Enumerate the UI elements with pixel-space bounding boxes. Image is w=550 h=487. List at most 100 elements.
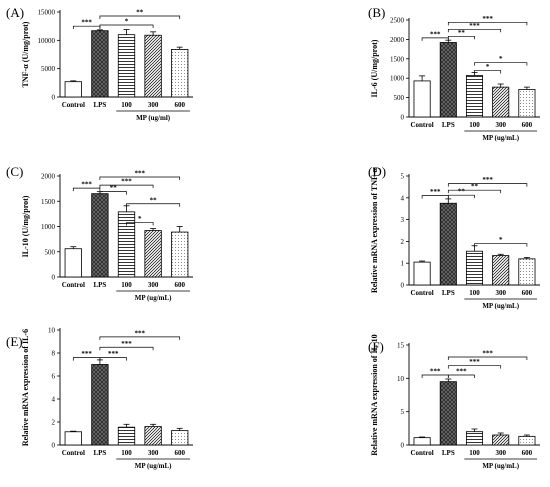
bar-4: [144, 34, 162, 98]
y-axis-label: IL-6 (U/mg/prot): [370, 39, 379, 97]
x-tick-label: 100: [469, 449, 480, 457]
bar-4: [492, 434, 510, 446]
group-label: MP (ug/ml): [136, 114, 171, 122]
bar-2: [439, 381, 457, 446]
group-label: MP (ug/mL): [135, 294, 172, 302]
y-axis-label: Relative mRNA expression of TNF-α: [370, 167, 379, 293]
y-tick-label: 500: [45, 248, 56, 256]
y-tick-label: 2000: [390, 36, 405, 44]
bar-4: [144, 230, 162, 278]
x-tick-label: 300: [148, 449, 159, 457]
y-tick-label: 6: [52, 373, 56, 381]
y-axis-label: IL-10 (U/mg/prot): [21, 195, 30, 257]
y-tick-label: 15000: [38, 9, 56, 17]
x-tick-label: Control: [62, 281, 85, 289]
x-tick-label: LPS: [442, 449, 455, 457]
y-tick-label: 15: [397, 342, 405, 350]
significance-bracket: [447, 365, 502, 369]
x-tick-label: 100: [469, 121, 480, 129]
x-tick-label: LPS: [442, 121, 455, 129]
significance-bracket: [72, 187, 101, 192]
bar-5: [518, 89, 536, 118]
y-tick-label: 0: [401, 442, 405, 450]
y-tick-label: 0: [52, 274, 56, 282]
significance-label: ***: [81, 350, 92, 358]
x-tick-label: 600: [522, 449, 533, 457]
y-tick-label: 5000: [41, 65, 56, 73]
x-tick-label: 100: [121, 281, 132, 289]
significance-label: ***: [81, 19, 92, 27]
significance-label: *: [138, 215, 142, 223]
y-tick-label: 1500: [41, 198, 56, 206]
significance-bracket: [99, 184, 154, 189]
significance-bracket: [99, 346, 154, 351]
bar-1: [64, 431, 82, 446]
x-tick-label: LPS: [93, 449, 106, 457]
x-tick-label: 600: [522, 289, 533, 297]
y-tick-label: 0: [52, 442, 56, 450]
y-tick-label: 1500: [390, 55, 405, 63]
x-tick-label: 300: [495, 121, 506, 129]
y-tick-label: 0: [401, 114, 405, 122]
y-tick-label: 1000: [390, 75, 405, 83]
x-tick-label: 600: [174, 449, 185, 457]
significance-bracket: [99, 24, 154, 29]
x-tick-label: 100: [469, 289, 480, 297]
y-axis-label: Relative mRNA expression of IL-10: [370, 334, 379, 455]
x-tick-label: 600: [522, 121, 533, 129]
x-tick-label: LPS: [442, 289, 455, 297]
y-tick-label: 4: [52, 396, 56, 404]
significance-label: **: [458, 29, 466, 37]
group-label: MP (ug/mL): [482, 302, 519, 310]
panel-label: (D): [368, 164, 386, 179]
y-tick-label: 2500: [390, 17, 405, 25]
chart-panel-4: (D) 0 1 2 3 4 5 Relative mRNA expression of TNF…: [368, 164, 540, 310]
significance-bracket: [421, 37, 449, 41]
bar-5: [171, 430, 189, 446]
panel-label: (F): [368, 339, 384, 354]
x-tick-label: Control: [62, 449, 85, 457]
y-tick-label: 8: [52, 350, 56, 358]
bar-5: [171, 231, 189, 278]
bar-3: [117, 426, 136, 446]
bar-2: [91, 30, 109, 98]
y-tick-label: 2000: [41, 173, 56, 181]
bar-3: [465, 250, 484, 286]
x-tick-label: 600: [174, 281, 185, 289]
x-tick-label: LPS: [93, 281, 106, 289]
y-tick-label: 2: [52, 419, 56, 427]
x-tick-label: Control: [410, 449, 433, 457]
significance-bracket: [447, 21, 528, 26]
significance-bracket: [447, 189, 502, 194]
significance-label: *: [486, 63, 490, 71]
significance-label: ***: [108, 350, 119, 358]
significance-bracket: [99, 336, 181, 340]
significance-label: **: [458, 188, 466, 196]
x-tick-label: 300: [495, 289, 506, 297]
group-label: MP (ug/mL): [482, 134, 519, 142]
significance-label: ***: [469, 358, 480, 366]
significance-label: **: [110, 184, 118, 192]
significance-label: *: [125, 18, 129, 26]
y-tick-label: 10000: [38, 37, 56, 45]
bar-4: [492, 86, 510, 118]
bar-4: [492, 255, 510, 286]
y-tick-label: 500: [394, 94, 405, 102]
bar-1: [413, 437, 431, 446]
significance-label: ***: [469, 22, 480, 30]
chart-panel-3: (C) 0 500 1000 1500 2000 IL-10 (U/mg/prot) Cont…: [6, 164, 193, 302]
bar-3: [465, 431, 484, 446]
significance-bracket: [99, 15, 181, 19]
significance-bracket: [99, 357, 127, 361]
significance-label: **: [150, 196, 158, 204]
group-label: MP (ug/mL): [135, 462, 172, 470]
y-tick-label: 0: [52, 94, 56, 102]
significance-label: ***: [482, 350, 493, 358]
bar-2: [91, 193, 109, 278]
y-tick-label: 4: [401, 194, 405, 202]
bar-3: [465, 75, 484, 118]
chart-panel-1: (A) 0 5000 10000 15000 TNF-α (U/mg/prot) Contr…: [6, 5, 193, 122]
significance-label: ***: [482, 15, 493, 23]
y-axis-label: Relative mRNA expression of IL-6: [21, 329, 30, 446]
y-tick-label: 5: [401, 173, 405, 181]
